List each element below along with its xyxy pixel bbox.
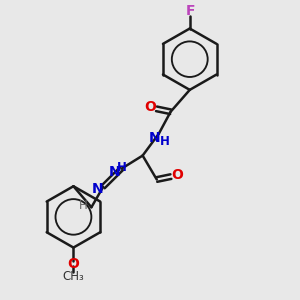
Text: CH₃: CH₃ [63, 270, 84, 283]
Text: H: H [79, 199, 88, 212]
Text: O: O [171, 168, 183, 182]
Text: H: H [117, 161, 127, 174]
Text: O: O [144, 100, 156, 114]
Text: N: N [108, 165, 120, 178]
Text: H: H [160, 135, 170, 148]
Text: F: F [186, 4, 196, 18]
Text: N: N [148, 131, 160, 145]
Text: O: O [68, 257, 80, 271]
Text: N: N [92, 182, 104, 196]
